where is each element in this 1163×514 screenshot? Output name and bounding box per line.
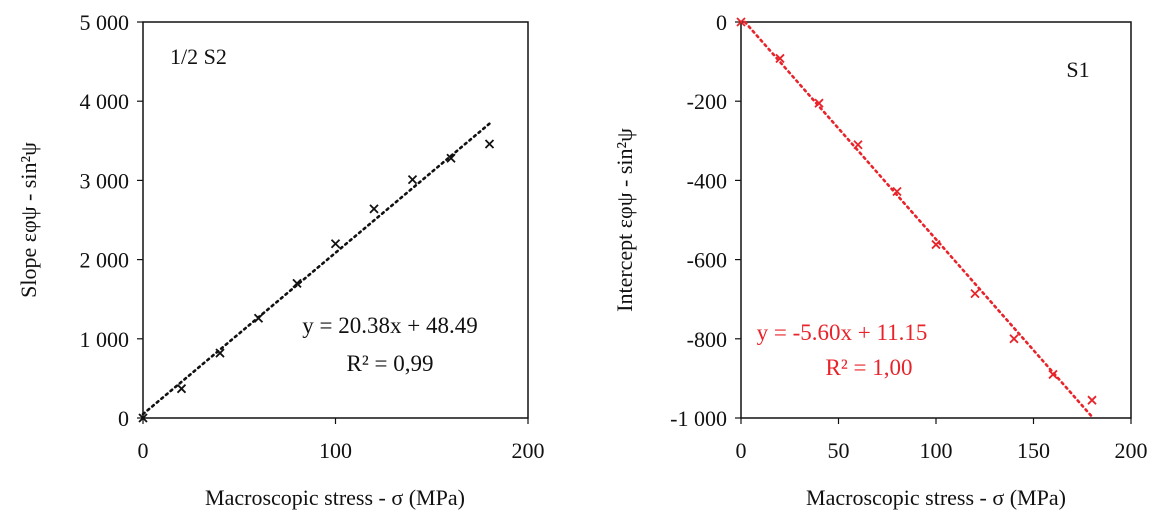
r-squared: R² = 0,99 — [347, 351, 434, 376]
x-tick-label: 200 — [512, 438, 545, 463]
data-points — [138, 139, 495, 423]
data-point — [853, 140, 863, 150]
trendline-path — [743, 20, 1094, 419]
y-tick-labels: 0 1 000 2 000 3 000 4 000 5 000 — [80, 10, 143, 431]
data-point — [931, 239, 941, 250]
panel-label: S1 — [1066, 57, 1089, 82]
y-tick-label: 5 000 — [80, 10, 130, 35]
trendline-equation: y = -5.60x + 11.15 — [757, 320, 928, 345]
data-point — [1087, 395, 1097, 405]
trendline — [743, 20, 1094, 419]
data-points — [736, 17, 1097, 405]
y-tick-label: -200 — [687, 89, 727, 114]
data-point — [369, 204, 379, 214]
data-point — [775, 53, 785, 64]
slope-chart: 0 1 000 2 000 3 000 4 000 5 000 0 100 200 1/2 S… — [16, 10, 545, 510]
trendline-equation: y = 20.38x + 48.49 — [302, 313, 477, 338]
data-point — [407, 174, 418, 185]
y-tick-label: 0 — [118, 406, 129, 431]
data-point — [446, 153, 456, 163]
y-tick-label: 3 000 — [80, 168, 130, 193]
y-tick-label: 0 — [716, 10, 727, 35]
data-point — [814, 98, 824, 108]
x-axis-label: Macroscopic stress - σ (MPa) — [806, 485, 1066, 510]
data-point — [176, 384, 187, 394]
x-tick-label: 100 — [920, 438, 953, 463]
trendline — [141, 122, 491, 416]
x-tick-label: 50 — [828, 438, 850, 463]
x-tick-label: 0 — [736, 438, 747, 463]
y-tick-label: -400 — [687, 168, 727, 193]
trendline-path — [141, 122, 491, 416]
data-point — [484, 139, 495, 149]
intercept-chart: 0-200-400-600-800-1 000 0 50 100 150 200 S1 … — [612, 10, 1148, 510]
plot-frame — [142, 21, 529, 419]
y-tick-label: -800 — [687, 327, 727, 352]
y-tick-label: -1 000 — [670, 406, 727, 431]
y-axis-label: Slope εφψ - sin²ψ — [16, 142, 41, 298]
panel-label: 1/2 S2 — [170, 44, 227, 69]
x-tick-label: 200 — [1115, 438, 1148, 463]
y-axis-label: Intercept εφψ - sin²ψ — [612, 128, 637, 312]
data-point — [215, 348, 225, 358]
data-point — [253, 313, 264, 323]
data-point — [1009, 334, 1019, 344]
x-tick-label: 100 — [319, 438, 352, 463]
y-tick-label: -600 — [687, 248, 727, 273]
data-point — [970, 289, 980, 299]
x-tick-labels: 0 50 100 150 200 — [736, 418, 1148, 463]
data-point — [892, 186, 902, 197]
data-point — [138, 413, 148, 423]
data-point — [330, 239, 341, 249]
x-axis-label: Macroscopic stress - σ (MPa) — [205, 485, 465, 510]
data-point — [292, 278, 302, 288]
x-tick-labels: 0 100 200 — [138, 418, 545, 463]
y-tick-label: 2 000 — [80, 248, 130, 273]
data-point — [736, 17, 746, 27]
x-tick-label: 150 — [1017, 438, 1050, 463]
x-tick-label: 0 — [138, 438, 149, 463]
y-tick-labels: 0 -200 -400 -600 -800 -1 000 — [670, 10, 741, 431]
r-squared: R² = 1,00 — [826, 355, 913, 380]
y-tick-label: 4 000 — [80, 89, 130, 114]
data-point — [1048, 369, 1058, 380]
y-tick-label: 1 000 — [80, 327, 130, 352]
